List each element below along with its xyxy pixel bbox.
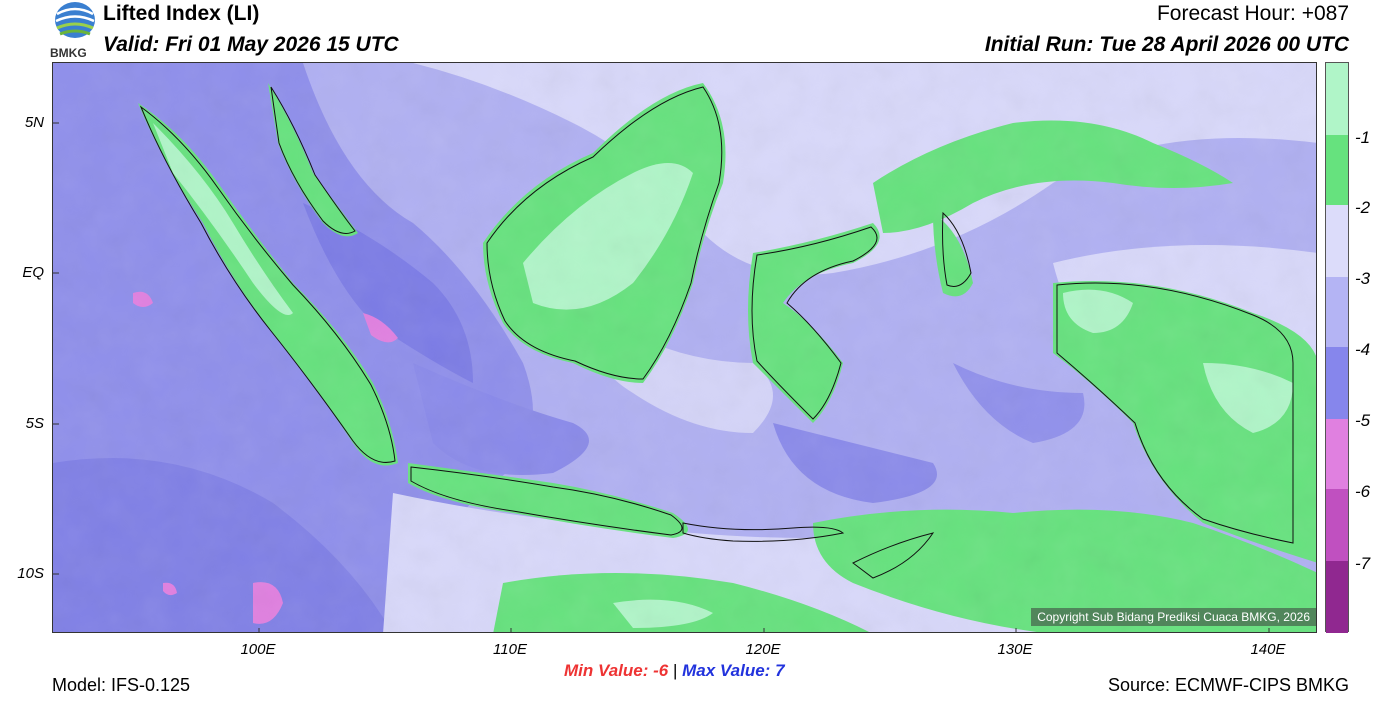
coast-timor <box>852 532 935 579</box>
copyright-note: Copyright Sub Bidang Prediksi Cuaca BMKG… <box>1031 608 1316 626</box>
coast-halmahera <box>942 211 972 287</box>
colorbar-label-m7: -7 <box>1355 554 1371 573</box>
forecast-hour: Forecast Hour: +087 <box>1156 2 1349 25</box>
lifted-index-map <box>52 62 1317 633</box>
colorbar-label-m5: -5 <box>1355 411 1371 430</box>
coast-papua <box>1056 282 1294 544</box>
colorbar-label-m4: -4 <box>1355 340 1371 359</box>
colorbar-label-m6: -6 <box>1355 482 1371 501</box>
model-name: Model: IFS-0.125 <box>52 675 191 695</box>
y-label-10s: 10S <box>17 565 44 582</box>
coast-sulawesi <box>751 226 878 420</box>
max-value: 7 <box>775 661 785 680</box>
coast-borneo <box>486 86 723 380</box>
field-texture <box>53 63 1316 632</box>
coast-malaya <box>270 86 356 234</box>
x-label-140e: 140E <box>1250 641 1286 658</box>
max-label: Max Value: <box>682 661 771 680</box>
y-label-5s: 5S <box>25 415 44 432</box>
colorbar-seg-6 <box>1326 489 1348 561</box>
map-grid-ticks <box>53 122 1270 632</box>
coast-java <box>410 466 683 536</box>
min-max-values: Min Value: -6 | Max Value: 7 <box>564 661 785 681</box>
y-label-5n: 5N <box>24 114 44 131</box>
colorbar-label-m1: -1 <box>1355 128 1371 147</box>
x-label-130e: 130E <box>997 641 1033 658</box>
coast-sumatra <box>139 105 396 463</box>
colorbar-label-m2: -2 <box>1355 198 1371 217</box>
map-title: Lifted Index (LI) <box>103 2 260 25</box>
x-label-100e: 100E <box>240 641 276 658</box>
colorbar-seg-1 <box>1326 135 1348 205</box>
colorbar-seg-3 <box>1326 277 1348 347</box>
colorbar-label-m3: -3 <box>1355 269 1371 288</box>
colorbar <box>1325 62 1349 633</box>
logo-text: BMKG <box>50 46 87 60</box>
colorbar-seg-2 <box>1326 205 1348 277</box>
min-label: Min Value: <box>564 661 649 680</box>
bmkg-logo-icon <box>52 0 98 60</box>
data-source: Source: ECMWF-CIPS BMKG <box>1107 675 1349 695</box>
min-max-separator: | <box>672 661 678 680</box>
coastlines <box>139 86 1294 579</box>
colorbar-seg-4 <box>1326 347 1348 419</box>
valid-time: Valid: Fri 01 May 2026 15 UTC <box>103 33 399 56</box>
min-value: -6 <box>653 661 669 680</box>
y-label-eq: EQ <box>22 264 44 281</box>
coast-nusa <box>682 522 845 542</box>
x-label-110e: 110E <box>493 641 527 658</box>
colorbar-seg-7 <box>1326 561 1348 633</box>
x-label-120e: 120E <box>745 641 781 658</box>
initial-run: Initial Run: Tue 28 April 2026 00 UTC <box>984 33 1349 56</box>
colorbar-seg-0 <box>1326 63 1348 135</box>
colorbar-seg-5 <box>1326 419 1348 489</box>
